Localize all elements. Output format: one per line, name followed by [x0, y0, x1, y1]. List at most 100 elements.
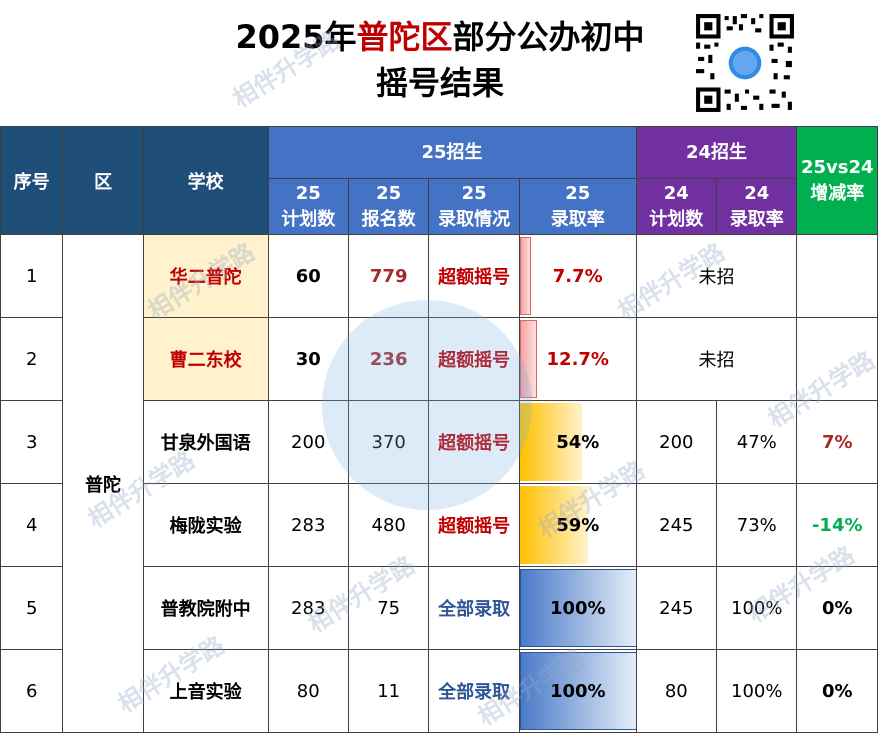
school-name: 梅陇实验 — [142, 483, 269, 567]
rate-bar — [520, 237, 531, 315]
results-table: 序号 区 学校 25招生 24招生 25vs24 增减率 25 计划数 25 报名数… — [0, 126, 878, 733]
change-rate — [796, 234, 878, 318]
rate-25: 54% — [518, 400, 637, 484]
rate-bar — [520, 403, 583, 481]
change-rate: 0% — [796, 566, 878, 650]
header-year: 24 — [663, 182, 689, 204]
change-rate — [796, 317, 878, 401]
rate-25-text: 54% — [556, 431, 600, 453]
title-area: 2025年普陀区部分公办初中 摇号结果 — [0, 0, 878, 126]
rate-bar — [520, 569, 636, 647]
title-line2: 摇号结果 — [375, 64, 504, 102]
rate-25-text: 59% — [556, 514, 600, 536]
district-cell: 普陀 — [62, 234, 144, 733]
header-school: 学校 — [142, 126, 269, 235]
status-25: 超额摇号 — [428, 400, 520, 484]
change-rate: 7% — [796, 400, 878, 484]
row-index: 1 — [0, 234, 64, 318]
table-row: 3 甘泉外国语 200 370 超额摇号 54% 200 47% 7% — [0, 400, 878, 484]
rate-25-text: 100% — [549, 680, 606, 702]
header-25-plan: 25 计划数 — [267, 178, 349, 235]
change-rate: 0% — [796, 649, 878, 733]
status-25: 全部录取 — [428, 566, 520, 650]
rate-24: 100% — [716, 566, 798, 650]
rate-bar — [520, 652, 636, 730]
table-row: 1 普陀 华二普陀 60 779 超额摇号 7.7% 未招 — [0, 234, 878, 733]
rate-bar — [520, 486, 589, 564]
status-25: 超额摇号 — [428, 317, 520, 401]
status-25: 全部录取 — [428, 649, 520, 733]
rate-25: 12.7% — [518, 317, 637, 401]
header-compare-line1: 25vs24 — [800, 156, 874, 178]
header-25-status: 25 录取情况 — [428, 178, 520, 235]
title-suffix: 部分公办初中 — [452, 18, 645, 56]
header-label: 报名数 — [361, 208, 416, 230]
rate-25-text: 100% — [549, 597, 606, 619]
header-index: 序号 — [0, 126, 64, 235]
apply-25: 11 — [347, 649, 430, 733]
page-title: 2025年普陀区部分公办初中 摇号结果 — [160, 14, 720, 106]
status-25: 超额摇号 — [428, 483, 520, 567]
header-label: 计划数 — [649, 208, 704, 230]
rate-bar — [520, 320, 537, 398]
plan-24: 80 — [635, 649, 718, 733]
header-24-rate: 24 录取率 — [716, 178, 798, 235]
school-name: 甘泉外国语 — [142, 400, 269, 484]
change-rate: -14% — [796, 483, 878, 567]
table-row: 6 上音实验 80 11 全部录取 100% 80 100% 0% — [0, 649, 878, 733]
rate-24: 100% — [716, 649, 798, 733]
row-index: 6 — [0, 649, 64, 733]
header-label: 录取率 — [729, 208, 784, 230]
apply-25: 236 — [347, 317, 430, 401]
apply-25: 75 — [347, 566, 430, 650]
school-name: 曹二东校 — [142, 317, 269, 401]
row-index: 5 — [0, 566, 64, 650]
plan-25: 283 — [267, 483, 349, 567]
header-compare-line2: 增减率 — [810, 182, 865, 204]
header-district: 区 — [62, 126, 144, 235]
rate-25: 59% — [518, 483, 637, 567]
rate-24: 47% — [716, 400, 798, 484]
header-25-rate: 25 录取率 — [518, 178, 637, 235]
title-district: 普陀区 — [356, 18, 453, 56]
header-label: 计划数 — [281, 208, 336, 230]
status-25: 超额摇号 — [428, 234, 520, 318]
school-name: 华二普陀 — [142, 234, 269, 318]
rate-24: 73% — [716, 483, 798, 567]
table-row: 4 梅陇实验 283 480 超额摇号 59% 245 73% -14% — [0, 483, 878, 567]
plan-25: 30 — [267, 317, 349, 401]
header-year: 24 — [744, 182, 770, 204]
rate-25: 100% — [518, 649, 637, 733]
apply-25: 779 — [347, 234, 430, 318]
header-24-plan: 24 计划数 — [635, 178, 718, 235]
rate-25-text: 7.7% — [552, 265, 603, 287]
apply-25: 370 — [347, 400, 430, 484]
plan-24: 245 — [635, 566, 718, 650]
plan-25: 60 — [267, 234, 349, 318]
rate-25: 7.7% — [518, 234, 637, 318]
school-name: 上音实验 — [142, 649, 269, 733]
qr-code-icon — [694, 12, 796, 114]
header-year: 25 — [461, 182, 487, 204]
header-label: 录取率 — [550, 208, 605, 230]
title-prefix: 2025年 — [235, 18, 357, 56]
plan-25: 283 — [267, 566, 349, 650]
header-group-25: 25招生 — [267, 126, 637, 179]
header-25-apply: 25 报名数 — [347, 178, 430, 235]
row-index: 2 — [0, 317, 64, 401]
not-recruited-24: 未招 — [635, 317, 798, 401]
row-index: 3 — [0, 400, 64, 484]
row-index: 4 — [0, 483, 64, 567]
plan-25: 200 — [267, 400, 349, 484]
school-name: 普教院附中 — [142, 566, 269, 650]
header-compare: 25vs24 增减率 — [796, 126, 878, 235]
header-year: 25 — [295, 182, 321, 204]
header-group-24: 24招生 — [635, 126, 798, 179]
header-label: 录取情况 — [438, 208, 511, 230]
apply-25: 480 — [347, 483, 430, 567]
plan-24: 245 — [635, 483, 718, 567]
plan-25: 80 — [267, 649, 349, 733]
header-year: 25 — [376, 182, 402, 204]
not-recruited-24: 未招 — [635, 234, 798, 318]
plan-24: 200 — [635, 400, 718, 484]
